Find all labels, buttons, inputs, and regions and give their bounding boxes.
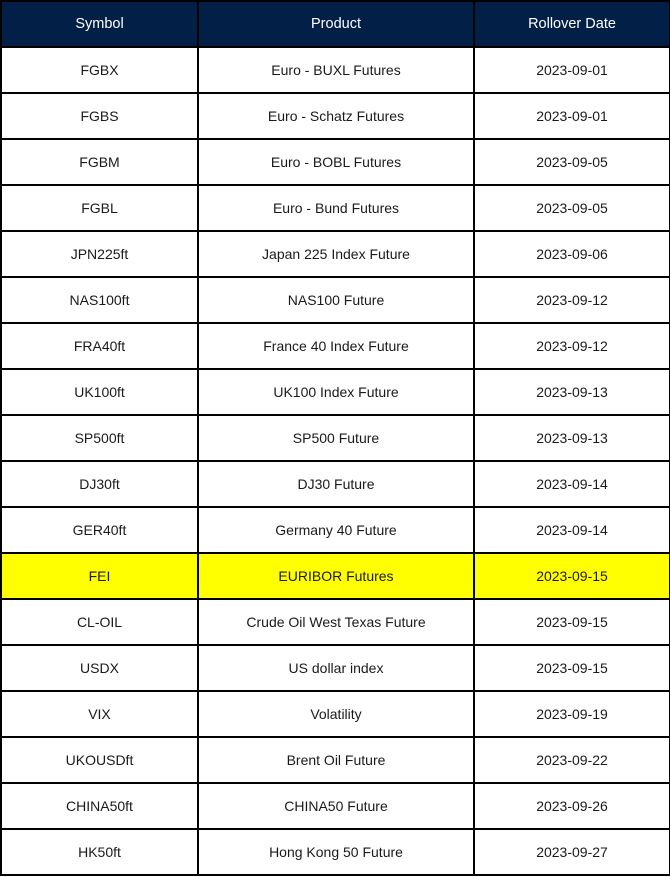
symbol-cell: UK100ft bbox=[0, 368, 199, 416]
symbol-cell: JPN225ft bbox=[0, 230, 199, 278]
rollover-date-cell: 2023-09-12 bbox=[473, 322, 670, 370]
symbol-cell: FGBX bbox=[0, 46, 199, 94]
rollover-date-cell: 2023-09-01 bbox=[473, 46, 670, 94]
table-row: FEI EURIBOR Futures 2023-09-15 bbox=[0, 552, 670, 600]
rollover-date-cell: 2023-09-15 bbox=[473, 598, 670, 646]
rollover-date-cell: 2023-09-26 bbox=[473, 782, 670, 830]
product-cell: CHINA50 Future bbox=[197, 782, 475, 830]
table-row: VIX Volatility 2023-09-19 bbox=[0, 690, 670, 738]
table-row: UKOUSDft Brent Oil Future 2023-09-22 bbox=[0, 736, 670, 784]
symbol-cell: SP500ft bbox=[0, 414, 199, 462]
product-cell: SP500 Future bbox=[197, 414, 475, 462]
table-row: CL-OIL Crude Oil West Texas Future 2023-09… bbox=[0, 598, 670, 646]
rollover-date-cell: 2023-09-14 bbox=[473, 506, 670, 554]
symbol-cell: FGBL bbox=[0, 184, 199, 232]
table-row: DJ30ft DJ30 Future 2023-09-14 bbox=[0, 460, 670, 508]
symbol-cell: CHINA50ft bbox=[0, 782, 199, 830]
product-cell: Euro - Schatz Futures bbox=[197, 92, 475, 140]
rollover-date-cell: 2023-09-12 bbox=[473, 276, 670, 324]
product-cell: Germany 40 Future bbox=[197, 506, 475, 554]
table-row: HK50ft Hong Kong 50 Future 2023-09-27 bbox=[0, 828, 670, 876]
symbol-cell: USDX bbox=[0, 644, 199, 692]
header-row: Symbol Product Rollover Date bbox=[0, 0, 670, 48]
table-row: SP500ft SP500 Future 2023-09-13 bbox=[0, 414, 670, 462]
rollover-date-cell: 2023-09-27 bbox=[473, 828, 670, 876]
table-row: NAS100ft NAS100 Future 2023-09-12 bbox=[0, 276, 670, 324]
rollover-date-cell: 2023-09-13 bbox=[473, 414, 670, 462]
rollover-date-cell: 2023-09-06 bbox=[473, 230, 670, 278]
rollover-date-cell: 2023-09-01 bbox=[473, 92, 670, 140]
product-cell: Hong Kong 50 Future bbox=[197, 828, 475, 876]
product-cell: DJ30 Future bbox=[197, 460, 475, 508]
product-cell: US dollar index bbox=[197, 644, 475, 692]
rollover-date-cell: 2023-09-14 bbox=[473, 460, 670, 508]
header-rollover-date: Rollover Date bbox=[473, 0, 670, 48]
header-symbol: Symbol bbox=[0, 0, 199, 48]
product-cell: Euro - BOBL Futures bbox=[197, 138, 475, 186]
product-cell: France 40 Index Future bbox=[197, 322, 475, 370]
table-row: FRA40ft France 40 Index Future 2023-09-12 bbox=[0, 322, 670, 370]
product-cell: NAS100 Future bbox=[197, 276, 475, 324]
product-cell: Japan 225 Index Future bbox=[197, 230, 475, 278]
table-row: GER40ft Germany 40 Future 2023-09-14 bbox=[0, 506, 670, 554]
symbol-cell: GER40ft bbox=[0, 506, 199, 554]
table-row: FGBX Euro - BUXL Futures 2023-09-01 bbox=[0, 46, 670, 94]
symbol-cell: FEI bbox=[0, 552, 199, 600]
rollover-date-cell: 2023-09-15 bbox=[473, 552, 670, 600]
product-cell: Crude Oil West Texas Future bbox=[197, 598, 475, 646]
rollover-date-cell: 2023-09-15 bbox=[473, 644, 670, 692]
symbol-cell: NAS100ft bbox=[0, 276, 199, 324]
table-row: CHINA50ft CHINA50 Future 2023-09-26 bbox=[0, 782, 670, 830]
symbol-cell: FGBS bbox=[0, 92, 199, 140]
rollover-date-cell: 2023-09-22 bbox=[473, 736, 670, 784]
table-row: FGBS Euro - Schatz Futures 2023-09-01 bbox=[0, 92, 670, 140]
symbol-cell: UKOUSDft bbox=[0, 736, 199, 784]
table-row: USDX US dollar index 2023-09-15 bbox=[0, 644, 670, 692]
rollover-date-cell: 2023-09-13 bbox=[473, 368, 670, 416]
product-cell: Volatility bbox=[197, 690, 475, 738]
product-cell: Euro - BUXL Futures bbox=[197, 46, 475, 94]
symbol-cell: DJ30ft bbox=[0, 460, 199, 508]
header-product: Product bbox=[197, 0, 475, 48]
rollover-date-cell: 2023-09-05 bbox=[473, 184, 670, 232]
table-row: FGBL Euro - Bund Futures 2023-09-05 bbox=[0, 184, 670, 232]
product-cell: UK100 Index Future bbox=[197, 368, 475, 416]
product-cell: EURIBOR Futures bbox=[197, 552, 475, 600]
symbol-cell: FRA40ft bbox=[0, 322, 199, 370]
symbol-cell: CL-OIL bbox=[0, 598, 199, 646]
symbol-cell: FGBM bbox=[0, 138, 199, 186]
product-cell: Euro - Bund Futures bbox=[197, 184, 475, 232]
symbol-cell: VIX bbox=[0, 690, 199, 738]
table-row: FGBM Euro - BOBL Futures 2023-09-05 bbox=[0, 138, 670, 186]
rollover-date-cell: 2023-09-19 bbox=[473, 690, 670, 738]
product-cell: Brent Oil Future bbox=[197, 736, 475, 784]
symbol-cell: HK50ft bbox=[0, 828, 199, 876]
table-row: JPN225ft Japan 225 Index Future 2023-09-06 bbox=[0, 230, 670, 278]
rollover-date-cell: 2023-09-05 bbox=[473, 138, 670, 186]
table-row: UK100ft UK100 Index Future 2023-09-13 bbox=[0, 368, 670, 416]
